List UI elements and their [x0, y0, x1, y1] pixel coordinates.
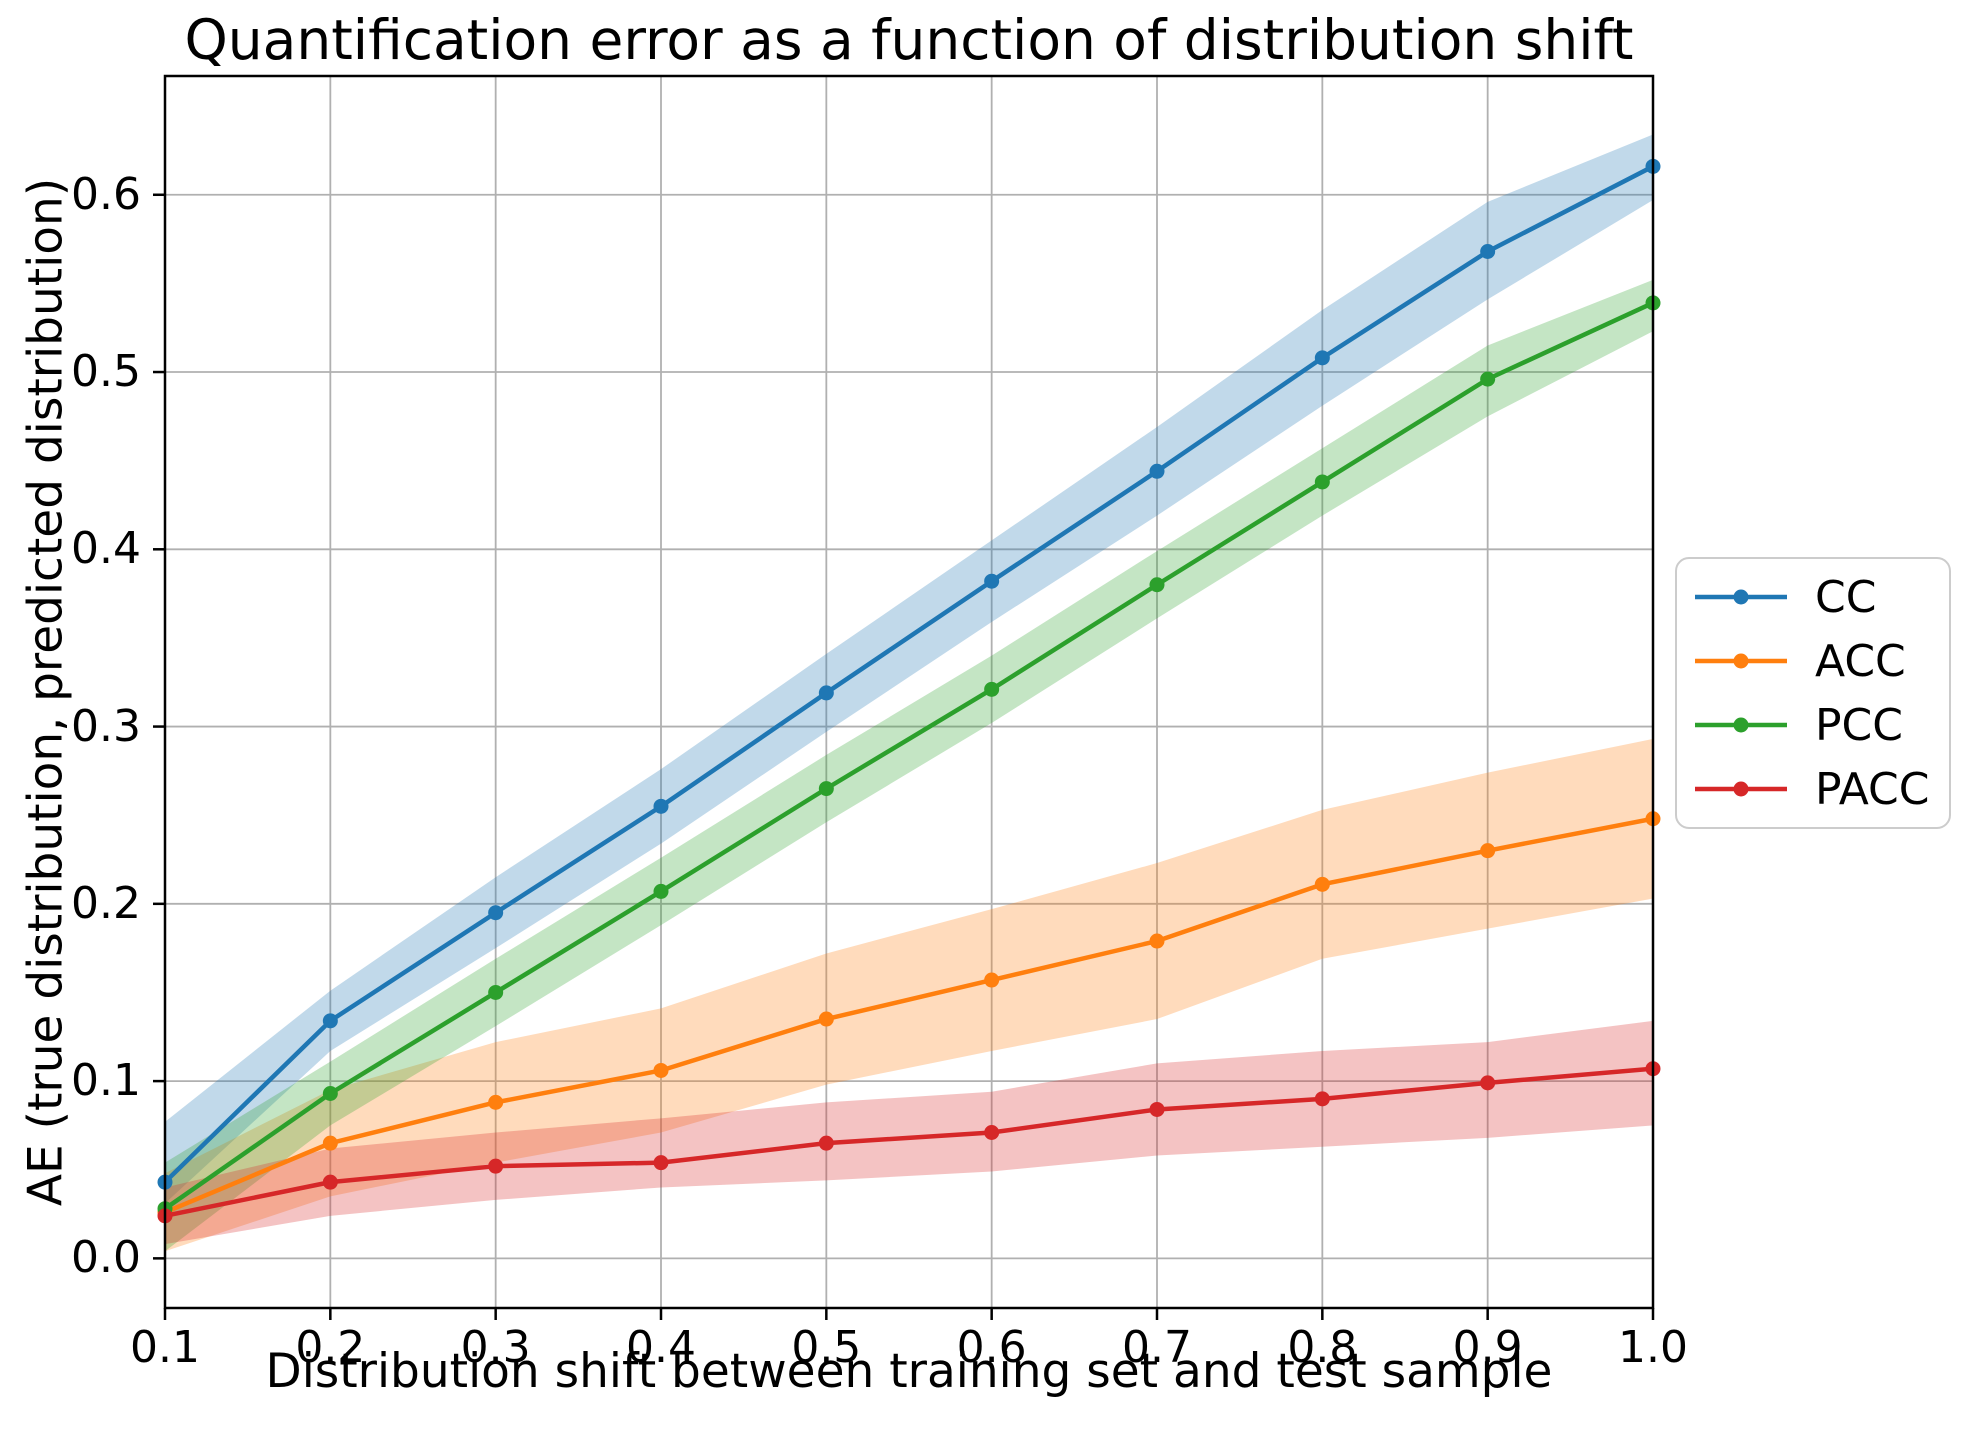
- legend-item-acc: ACC: [1677, 636, 1949, 687]
- legend-item-cc: CC: [1677, 572, 1949, 623]
- x-tick-label: 1.0: [1618, 1322, 1688, 1373]
- x-tick-label: 0.6: [956, 1322, 1027, 1373]
- marker-cc: [984, 573, 1000, 589]
- legend-line-sample-icon: [1695, 717, 1787, 733]
- marker-acc: [1480, 843, 1496, 859]
- line-pacc: [164, 1066, 1654, 1219]
- y-tick-label: 0.3: [71, 700, 141, 752]
- legend-line-sample-icon: [1695, 589, 1787, 605]
- marker-acc: [653, 1062, 669, 1078]
- x-tick-label: 0.7: [1122, 1322, 1192, 1373]
- marker-pcc: [1480, 371, 1496, 387]
- marker-pcc: [488, 984, 504, 1000]
- marker-pcc: [1314, 474, 1330, 490]
- marker-pcc: [322, 1086, 338, 1102]
- line-cc: [163, 164, 1655, 1184]
- legend-label: CC: [1815, 571, 1877, 623]
- legend: CC ACC PCC PACC: [1675, 557, 1951, 829]
- legend-item-pacc: PACC: [1677, 764, 1949, 815]
- marker-cc: [1314, 350, 1330, 366]
- x-axis-label: Distribution shift between training set …: [265, 1344, 1553, 1399]
- x-tick-label: 0.8: [1287, 1322, 1358, 1373]
- legend-label: PACC: [1815, 763, 1930, 815]
- legend-label: ACC: [1815, 635, 1906, 687]
- marker-pacc: [1480, 1075, 1496, 1091]
- x-tick-label: 0.9: [1452, 1322, 1523, 1373]
- x-tick-label: 0.4: [626, 1322, 696, 1373]
- y-tick-label: 0.6: [71, 168, 141, 220]
- marker-pcc: [1149, 577, 1165, 593]
- x-tick-label: 0.5: [791, 1322, 862, 1373]
- y-axis-label: AE (true distribution, predicted distrib…: [18, 177, 74, 1207]
- marker-pacc: [488, 1158, 504, 1174]
- marker-cc: [653, 798, 669, 814]
- marker-cc: [1480, 243, 1496, 259]
- plot-border: [163, 74, 1655, 1310]
- line-pcc: [163, 300, 1654, 1211]
- x-tick-label: 0.3: [460, 1322, 531, 1373]
- legend-item-pcc: PCC: [1677, 700, 1949, 751]
- marker-cc: [488, 905, 504, 921]
- band-acc: [165, 738, 1653, 1252]
- y-tick-label: 0.1: [71, 1055, 141, 1107]
- x-tick-label: 0.2: [295, 1322, 366, 1373]
- chart-title: Quantification error as a function of di…: [184, 8, 1634, 72]
- marker-acc: [984, 972, 1000, 988]
- marker-pacc: [1149, 1101, 1165, 1117]
- y-tick-label: 0.4: [71, 523, 141, 575]
- marker-pcc: [818, 781, 834, 797]
- marker-cc: [818, 685, 834, 701]
- marker-pacc: [653, 1155, 669, 1171]
- legend-line-sample-icon: [1695, 653, 1787, 669]
- x-tick-label: 0.1: [130, 1322, 200, 1373]
- marker-acc: [488, 1094, 504, 1110]
- marker-pacc: [818, 1135, 834, 1151]
- marker-acc: [1149, 933, 1165, 949]
- marker-cc: [322, 1013, 338, 1029]
- marker-pacc: [984, 1125, 1000, 1141]
- marker-cc: [1149, 463, 1165, 479]
- y-tick-label: 0.5: [71, 346, 141, 398]
- band-pcc: [165, 279, 1653, 1252]
- legend-label: PCC: [1815, 699, 1903, 751]
- y-tick-label: 0.0: [71, 1232, 141, 1284]
- marker-acc: [322, 1135, 338, 1151]
- band-pacc: [165, 1020, 1653, 1245]
- marker-pcc: [984, 681, 1000, 697]
- marker-pacc: [322, 1174, 338, 1190]
- marker-pacc: [1314, 1091, 1330, 1107]
- marker-acc: [1314, 876, 1330, 892]
- line-acc: [164, 816, 1654, 1215]
- band-cc: [165, 134, 1653, 1204]
- marker-acc: [818, 1011, 834, 1027]
- legend-line-sample-icon: [1695, 781, 1787, 797]
- y-tick-label: 0.2: [71, 877, 141, 929]
- marker-pcc: [653, 883, 669, 899]
